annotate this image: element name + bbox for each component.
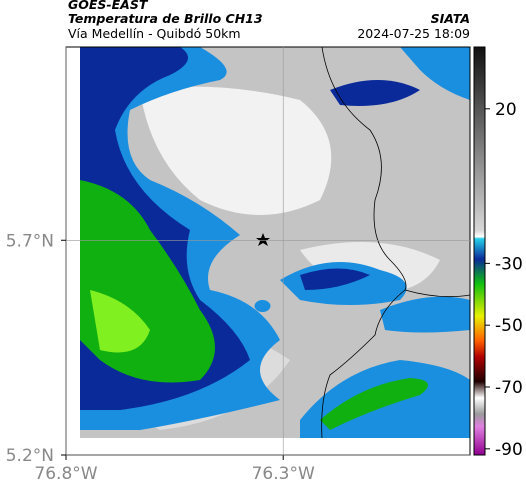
colorbar-tick-label: -30 — [495, 254, 523, 274]
satellite-image — [80, 47, 470, 438]
x-tick-label: 76.8°W — [34, 464, 97, 484]
y-tick-label: 5.2°N — [6, 446, 54, 466]
location-marker — [256, 233, 270, 246]
agency: SIATA — [431, 11, 470, 26]
colorbar-tick-label: -50 — [495, 316, 523, 336]
x-tick-label: 76.3°W — [252, 464, 315, 484]
colorbar-tick-label: 20 — [495, 100, 517, 120]
colorbar-tick-label: -90 — [495, 440, 523, 460]
subtitle: Vía Medellín - Quibdó 50km — [68, 26, 241, 41]
colorbar — [473, 46, 486, 456]
title: Temperatura de Brillo CH13 — [68, 11, 263, 26]
datetime: 2024-07-25 18:09 — [357, 26, 470, 41]
source: GOES-EAST — [68, 0, 149, 12]
colorbar-tick-label: -70 — [495, 378, 523, 398]
y-tick-label: 5.7°N — [6, 231, 54, 251]
